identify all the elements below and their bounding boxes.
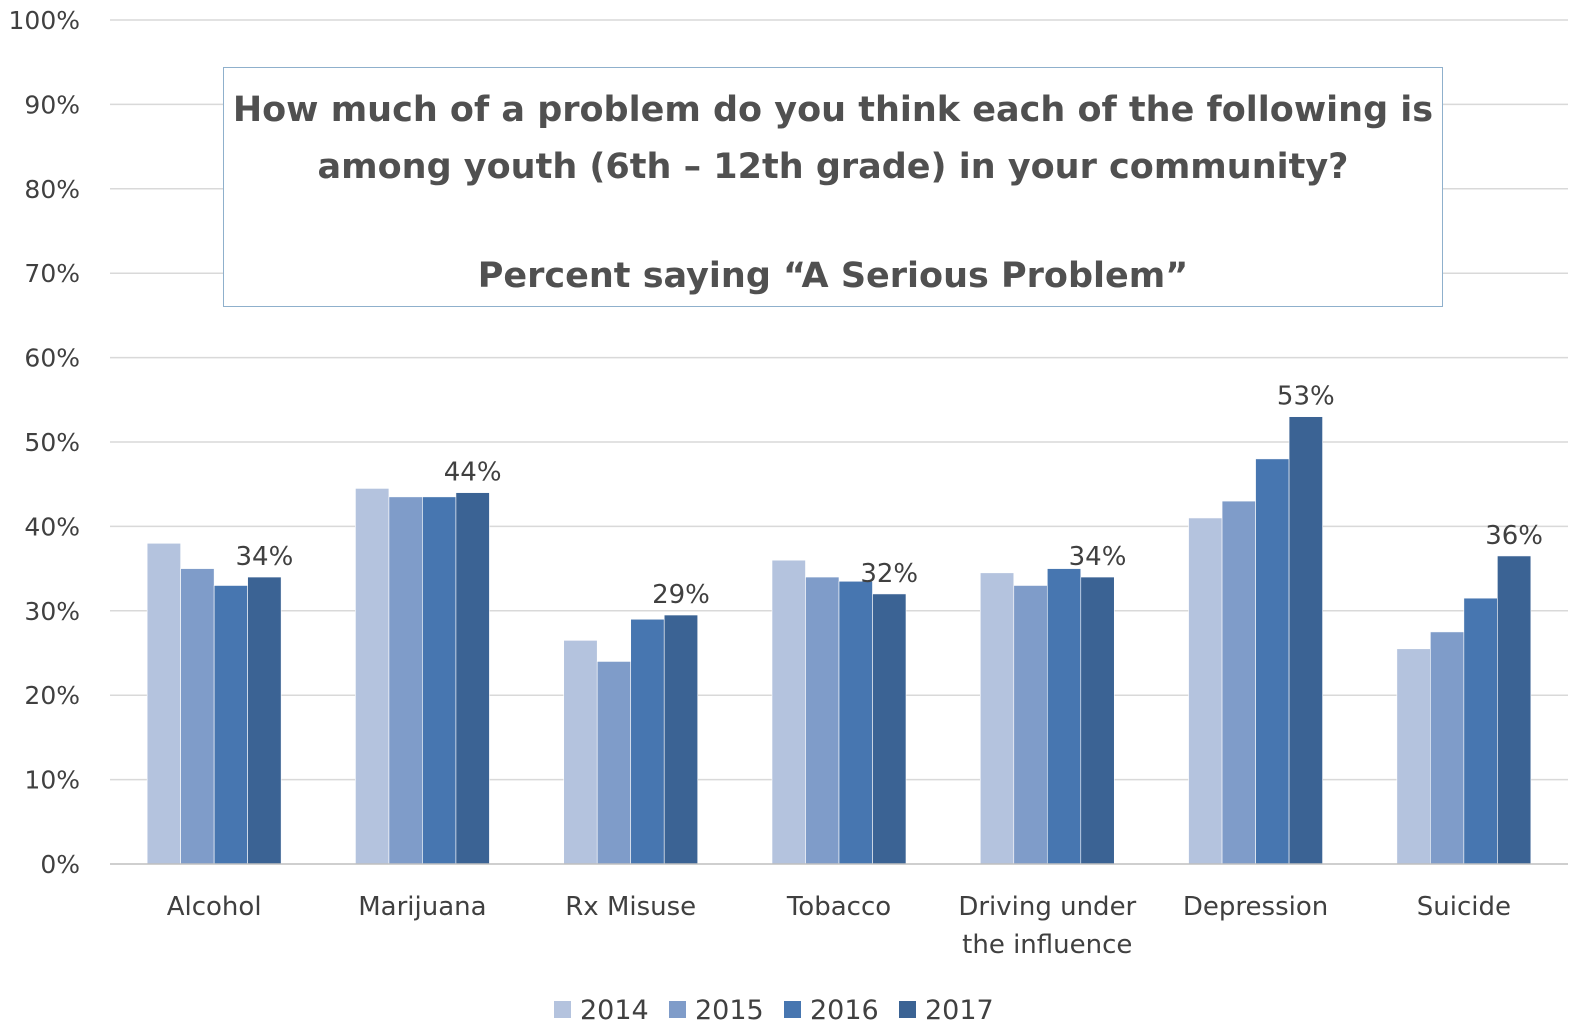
legend-label: 2017	[925, 995, 994, 1026]
legend-swatch	[784, 1001, 801, 1018]
y-tick-label: 10%	[24, 766, 80, 795]
bar	[1463, 597, 1498, 865]
bar	[1396, 648, 1431, 865]
legend-swatch	[554, 1001, 571, 1018]
y-tick-label: 20%	[24, 681, 80, 710]
legend-swatch	[669, 1001, 686, 1018]
bar	[663, 614, 699, 865]
bar	[838, 580, 873, 865]
bar	[1080, 576, 1115, 865]
data-label: 34%	[235, 542, 293, 572]
data-label: 34%	[1069, 542, 1127, 572]
data-label: 44%	[444, 458, 502, 488]
bar	[422, 496, 457, 865]
bar	[455, 492, 490, 865]
x-tick-label: Suicide	[1417, 892, 1511, 922]
data-label: 32%	[860, 559, 918, 589]
y-tick-label: 0%	[40, 850, 80, 879]
bar	[596, 661, 632, 865]
legend-label: 2015	[695, 995, 764, 1026]
legend-label: 2016	[810, 995, 879, 1026]
x-tick-label: Depression	[1183, 892, 1328, 922]
x-tick-label: Driving under	[958, 892, 1136, 922]
bar	[1497, 555, 1532, 865]
bar	[805, 576, 840, 865]
legend-label: 2014	[580, 995, 649, 1026]
y-tick-label: 80%	[24, 175, 80, 204]
y-tick-label: 60%	[24, 344, 80, 373]
bar	[563, 640, 598, 865]
data-labels: 34% 44% 29% 32% 34% 53% 36%	[235, 382, 1543, 610]
data-label: 53%	[1277, 382, 1335, 412]
bar	[1188, 517, 1223, 865]
legend-swatch	[899, 1001, 916, 1018]
bar	[771, 559, 806, 865]
bar	[1221, 500, 1256, 865]
bar	[872, 593, 907, 865]
x-axis: Alcohol Marijuana Rx Misuse Tobacco Driving …	[110, 863, 1568, 960]
bar	[979, 572, 1015, 865]
y-tick-label: 50%	[24, 428, 80, 457]
bar	[1288, 416, 1323, 865]
bar	[247, 576, 282, 865]
bar	[1430, 631, 1465, 865]
x-tick-label: Tobacco	[786, 892, 891, 922]
y-tick-label: 70%	[24, 259, 80, 288]
y-axis: 0% 10% 20% 30% 40% 50% 60% 70% 80% 90% 100%	[9, 6, 80, 879]
y-tick-label: 90%	[24, 90, 80, 119]
bar	[630, 618, 665, 865]
y-tick-label: 40%	[24, 512, 80, 541]
bar	[213, 585, 248, 865]
chart-title: How much of a problem do you think each …	[232, 90, 1434, 187]
chart-subtitle: Percent saying “A Serious Problem”	[477, 256, 1189, 296]
x-tick-label: Rx Misuse	[565, 892, 696, 922]
legend: 2014 2015 2016 2017	[554, 995, 994, 1026]
bar	[1013, 585, 1048, 865]
bars	[146, 416, 1532, 865]
x-tick-label: Alcohol	[167, 892, 262, 922]
bar	[1255, 458, 1290, 865]
bar	[388, 496, 423, 865]
data-label: 29%	[652, 580, 710, 610]
bar	[180, 568, 215, 865]
x-tick-label: Marijuana	[358, 892, 486, 922]
bar	[146, 542, 181, 865]
bar	[1046, 568, 1082, 865]
data-label: 36%	[1485, 521, 1543, 551]
chart-title-box: How much of a problem do you think each …	[223, 67, 1443, 307]
bar	[355, 488, 390, 865]
x-tick-label: the influence	[962, 930, 1132, 960]
y-tick-label: 100%	[9, 6, 80, 35]
y-tick-label: 30%	[24, 597, 80, 626]
